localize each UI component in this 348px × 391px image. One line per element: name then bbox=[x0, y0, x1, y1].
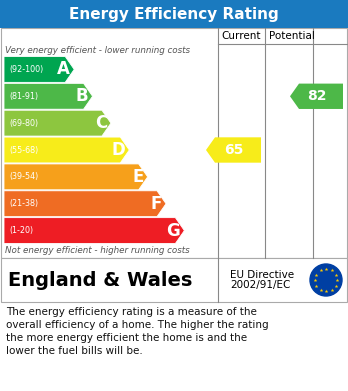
Bar bbox=[0, 0, 348, 28]
Text: overall efficiency of a home. The higher the rating: overall efficiency of a home. The higher… bbox=[6, 320, 269, 330]
Polygon shape bbox=[4, 191, 166, 217]
Polygon shape bbox=[4, 57, 74, 83]
Text: 65: 65 bbox=[224, 143, 243, 157]
Text: (55-68): (55-68) bbox=[9, 145, 38, 154]
Polygon shape bbox=[290, 84, 343, 109]
Polygon shape bbox=[4, 164, 148, 190]
Text: EU Directive: EU Directive bbox=[230, 270, 294, 280]
Text: the more energy efficient the home is and the: the more energy efficient the home is an… bbox=[6, 333, 247, 343]
Text: E: E bbox=[132, 168, 144, 186]
Text: Not energy efficient - higher running costs: Not energy efficient - higher running co… bbox=[5, 246, 190, 255]
Text: lower the fuel bills will be.: lower the fuel bills will be. bbox=[6, 346, 143, 356]
Polygon shape bbox=[4, 83, 93, 109]
Text: D: D bbox=[111, 141, 125, 159]
Polygon shape bbox=[4, 110, 111, 136]
Polygon shape bbox=[206, 137, 261, 163]
Bar bbox=[1, 258, 347, 302]
Text: 2002/91/EC: 2002/91/EC bbox=[230, 280, 290, 290]
Text: F: F bbox=[151, 195, 162, 213]
Text: Current: Current bbox=[222, 31, 261, 41]
Text: Potential: Potential bbox=[269, 31, 315, 41]
Text: (39-54): (39-54) bbox=[9, 172, 38, 181]
Text: England & Wales: England & Wales bbox=[8, 271, 192, 289]
Text: B: B bbox=[76, 87, 88, 105]
Text: Very energy efficient - lower running costs: Very energy efficient - lower running co… bbox=[5, 46, 190, 55]
Text: A: A bbox=[57, 61, 70, 79]
Text: (92-100): (92-100) bbox=[9, 65, 43, 74]
Text: The energy efficiency rating is a measure of the: The energy efficiency rating is a measur… bbox=[6, 307, 257, 317]
Bar bbox=[1, 28, 347, 258]
Text: 82: 82 bbox=[307, 89, 326, 103]
Text: (81-91): (81-91) bbox=[9, 92, 38, 101]
Text: (1-20): (1-20) bbox=[9, 226, 33, 235]
Text: (69-80): (69-80) bbox=[9, 118, 38, 127]
Text: G: G bbox=[167, 222, 180, 240]
Circle shape bbox=[310, 264, 342, 296]
Polygon shape bbox=[4, 218, 184, 244]
Text: Energy Efficiency Rating: Energy Efficiency Rating bbox=[69, 7, 279, 22]
Text: C: C bbox=[95, 114, 107, 132]
Text: (21-38): (21-38) bbox=[9, 199, 38, 208]
Polygon shape bbox=[4, 137, 129, 163]
